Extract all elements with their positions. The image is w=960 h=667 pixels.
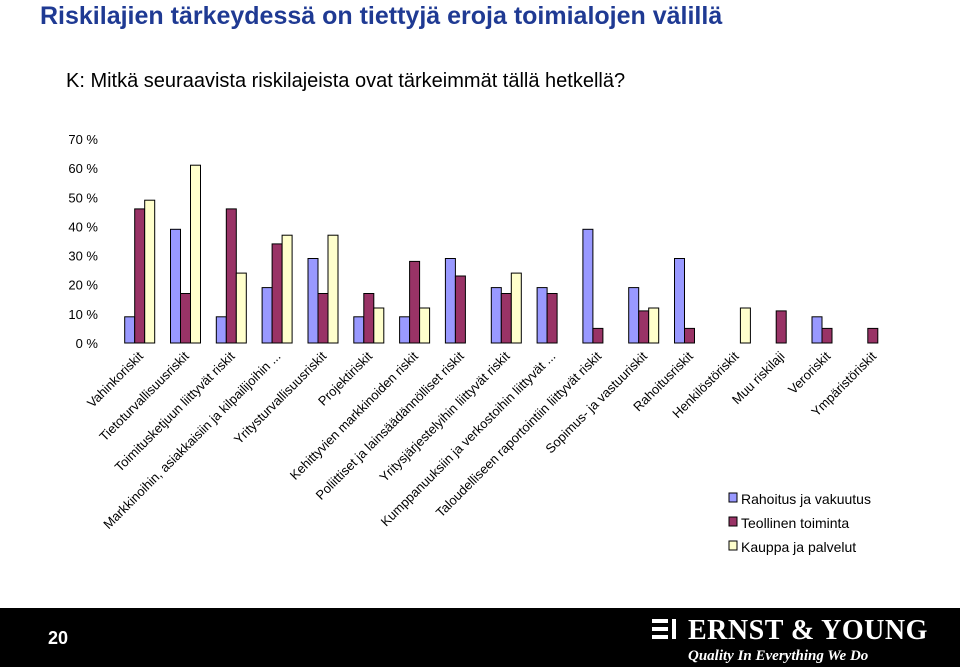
bar — [536, 287, 548, 344]
y-tick-label: 70 % — [68, 132, 98, 147]
bar — [317, 293, 329, 344]
bar — [225, 208, 237, 344]
bar — [454, 275, 466, 344]
bar — [775, 310, 787, 344]
bar — [307, 258, 319, 344]
y-tick-label: 60 % — [68, 161, 98, 176]
bar — [867, 327, 879, 344]
bar — [821, 327, 833, 344]
bar — [373, 307, 385, 344]
bar — [490, 287, 502, 344]
bar — [674, 258, 685, 344]
bar — [592, 327, 604, 344]
bar — [739, 307, 751, 344]
bar — [215, 316, 227, 344]
bar — [811, 316, 823, 344]
bar — [235, 272, 247, 344]
bar — [170, 228, 181, 344]
bar — [409, 260, 421, 344]
x-tick-label: Taloudelliseen raportointiin liittyvät r… — [433, 348, 605, 520]
y-tick-label: 40 % — [68, 219, 98, 234]
slide-title: Riskilajien tärkeydessä on tiettyjä eroj… — [40, 2, 723, 30]
y-tick-label: 50 % — [68, 190, 98, 205]
bar — [582, 228, 594, 344]
y-tick-label: 10 % — [68, 307, 98, 322]
bar — [190, 164, 201, 344]
bar — [500, 293, 512, 344]
bar — [648, 307, 660, 344]
bar — [271, 243, 283, 344]
bar — [124, 316, 136, 344]
page-number: 20 — [48, 628, 69, 648]
legend-swatch — [728, 540, 738, 551]
bar — [144, 199, 156, 344]
legend-label: Rahoitus ja vakuutus — [741, 491, 871, 507]
legend-label: Kauppa ja palvelut — [741, 539, 856, 555]
y-tick-label: 0 % — [76, 336, 99, 351]
bar — [281, 234, 293, 344]
x-tick-label: Kumppanuuksiin ja verkostoihin liittyvät… — [378, 349, 559, 530]
bar — [638, 310, 650, 344]
bar — [353, 316, 365, 344]
ey-logo-icon — [652, 619, 676, 639]
x-tick-label: Tietoturvallisuusriskit — [96, 348, 192, 444]
bar — [510, 272, 522, 344]
bar — [419, 307, 431, 344]
bar-chart: 0 %10 %20 %30 %40 %50 %60 %70 %Vahinkori… — [68, 132, 879, 555]
bar — [399, 316, 411, 344]
brand-tagline: Quality In Everything We Do — [688, 648, 869, 664]
brand-name: ERNST & YOUNG — [688, 615, 928, 646]
legend-swatch — [728, 492, 738, 503]
bar — [180, 293, 191, 344]
y-tick-label: 20 % — [68, 278, 98, 293]
bar — [327, 234, 339, 344]
legend-swatch — [728, 516, 738, 527]
bar — [628, 287, 640, 344]
legend-label: Teollinen toiminta — [741, 515, 849, 531]
bar — [546, 293, 558, 344]
y-tick-label: 30 % — [68, 249, 98, 264]
bar — [444, 258, 456, 344]
bar — [134, 208, 146, 344]
survey-question: K: Mitkä seuraavista riskilajeista ovat … — [66, 70, 626, 92]
bar — [261, 287, 273, 344]
footer-bar: 20 ERNST & YOUNG Quality In Everything W… — [0, 608, 960, 667]
bar — [363, 293, 375, 344]
bar — [684, 327, 695, 344]
